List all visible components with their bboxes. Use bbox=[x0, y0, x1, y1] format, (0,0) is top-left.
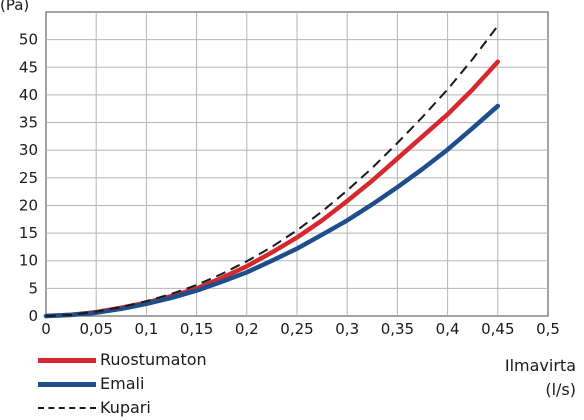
y-tick-label: 45 bbox=[19, 58, 38, 76]
y-axis-ticks: 0 5 10 15 20 25 30 35 40 45 50 bbox=[19, 31, 38, 325]
y-tick-label: 10 bbox=[19, 252, 38, 270]
y-axis-label: (Pa) bbox=[0, 0, 29, 14]
y-tick-label: 50 bbox=[19, 31, 38, 49]
y-tick-label: 35 bbox=[19, 114, 38, 132]
x-axis-ticks: 0 0,05 0,1 0,15 0,2 0,25 0,3 0,35 0,4 0,45 0,5 bbox=[41, 320, 560, 338]
legend: Ruostumaton Emali Kupari bbox=[38, 348, 207, 420]
x-axis-label-line1: Ilmavirta bbox=[504, 356, 576, 375]
y-tick-label: 0 bbox=[28, 307, 38, 325]
x-axis-label: Ilmavirta (l/s) bbox=[505, 354, 576, 402]
x-tick-label: 0 bbox=[41, 320, 51, 338]
series-line-ruostumaton bbox=[43, 59, 501, 319]
legend-label-kupari: Kupari bbox=[100, 398, 151, 417]
x-tick-label: 0,2 bbox=[235, 320, 259, 338]
y-tick-label: 40 bbox=[19, 86, 38, 104]
legend-item-emali: Emali bbox=[38, 372, 207, 396]
y-tick-label: 30 bbox=[19, 141, 38, 159]
series-line-kupari bbox=[45, 25, 499, 317]
x-tick-label: 0,4 bbox=[436, 320, 460, 338]
y-tick-label: 5 bbox=[28, 279, 38, 297]
y-tick-label: 20 bbox=[19, 196, 38, 214]
x-tick-label: 0,25 bbox=[280, 320, 313, 338]
series-lines bbox=[43, 25, 501, 319]
y-tick-label: 15 bbox=[19, 224, 38, 242]
legend-label-ruostumaton: Ruostumaton bbox=[100, 350, 207, 369]
x-tick-label: 0,5 bbox=[536, 320, 560, 338]
legend-label-emali: Emali bbox=[100, 374, 145, 393]
line-chart: (Pa) 0 0,05 0,1 0,15 0,2 0,25 0,3 0,35 0,4 0,45 0,… bbox=[0, 0, 560, 338]
x-tick-label: 0,35 bbox=[381, 320, 414, 338]
y-tick-label: 25 bbox=[19, 169, 38, 187]
x-axis-label-line2: (l/s) bbox=[545, 380, 576, 399]
series-line-emali bbox=[43, 103, 501, 319]
legend-swatch-ruostumaton bbox=[38, 357, 96, 363]
legend-swatch-emali bbox=[38, 381, 96, 387]
x-tick-label: 0,05 bbox=[79, 320, 112, 338]
legend-item-kupari: Kupari bbox=[38, 396, 207, 420]
x-tick-label: 0,45 bbox=[481, 320, 514, 338]
x-tick-label: 0,3 bbox=[335, 320, 359, 338]
x-tick-label: 0,15 bbox=[180, 320, 213, 338]
legend-swatch-kupari bbox=[38, 407, 96, 409]
legend-item-ruostumaton: Ruostumaton bbox=[38, 348, 207, 372]
x-tick-label: 0,1 bbox=[134, 320, 158, 338]
